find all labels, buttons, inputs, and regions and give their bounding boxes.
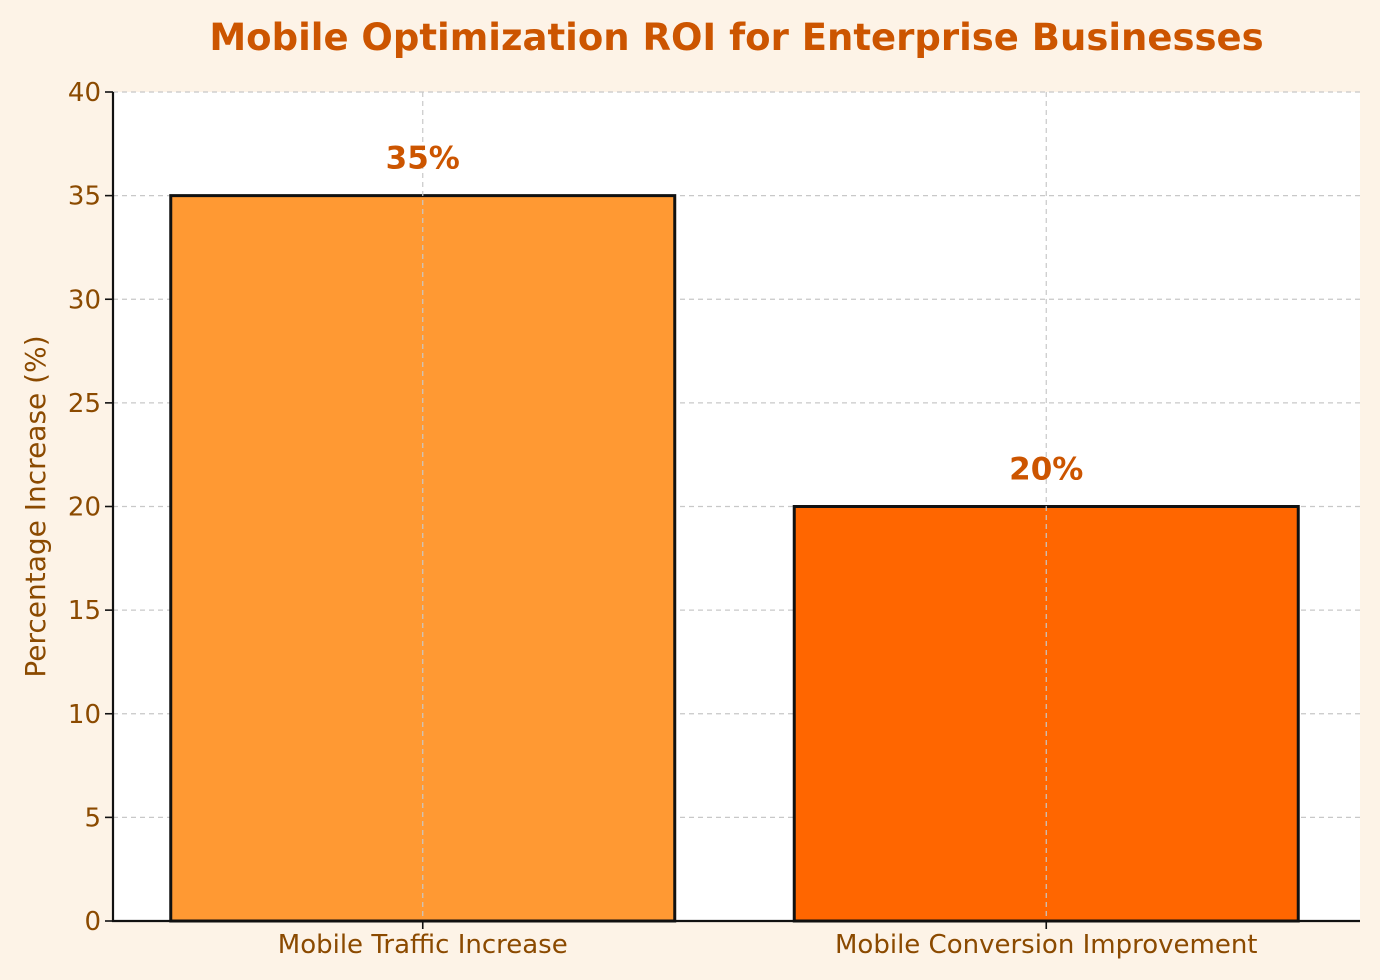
bar-1 <box>169 194 677 923</box>
vertical-grid-lines <box>422 92 1047 921</box>
y-tick-label-5: 5 <box>84 803 101 833</box>
y-ticks: 0 5 10 15 20 25 30 35 40 <box>68 78 113 937</box>
data-label-1: 35% <box>386 141 460 177</box>
y-tick-label-40: 40 <box>68 78 101 108</box>
y-tick-label-20: 20 <box>68 493 101 523</box>
y-tick-label-15: 15 <box>68 596 101 626</box>
y-tick-label-10: 10 <box>68 700 101 730</box>
y-tick-label-35: 35 <box>68 182 101 212</box>
y-tick-label-30: 30 <box>68 285 101 315</box>
data-labels: 35% 20% <box>386 141 1084 488</box>
data-label-2: 20% <box>1009 452 1083 488</box>
x-tick-label-2: Mobile Conversion Improvement <box>835 930 1258 960</box>
y-axis-label: Percentage Increase (%) <box>19 335 52 677</box>
x-ticks: Mobile Traffic Increase Mobile Conversion… <box>278 921 1258 960</box>
y-tick-label-25: 25 <box>68 389 101 419</box>
bars <box>169 194 1300 923</box>
x-tick-label-1: Mobile Traffic Increase <box>278 930 568 960</box>
chart-title: Mobile Optimization ROI for Enterprise B… <box>209 16 1263 59</box>
y-tick-label-0: 0 <box>84 907 101 937</box>
